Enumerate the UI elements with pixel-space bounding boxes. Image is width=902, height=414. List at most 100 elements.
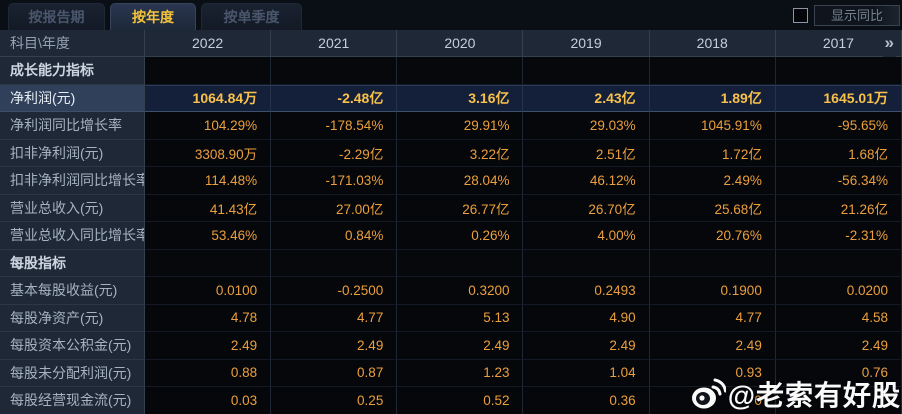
tab-report-period[interactable]: 按报告期 bbox=[8, 3, 105, 30]
more-columns-icon[interactable]: » bbox=[882, 30, 896, 57]
section-header-row[interactable]: 每股指标 bbox=[0, 249, 902, 277]
table-row[interactable]: 每股资本公积金(元) 2.49 2.49 2.49 2.49 2.49 2.49 bbox=[0, 332, 902, 360]
value-cell: 1.68亿 bbox=[775, 139, 902, 167]
value-cell: -171.03% bbox=[271, 167, 398, 195]
value-cell: 4.90 bbox=[523, 304, 650, 332]
value-cell bbox=[775, 249, 902, 277]
table-row[interactable]: 每股经营现金流(元) 0.03 0.25 0.52 0.36 0 bbox=[0, 387, 902, 414]
value-cell bbox=[523, 57, 650, 85]
row-label: 扣非净利润同比增长率 bbox=[0, 167, 145, 195]
value-cell: 0.0200 bbox=[775, 277, 902, 305]
value-cell: 0.87 bbox=[271, 359, 398, 387]
row-label: 扣非净利润(元) bbox=[0, 139, 145, 167]
row-label: 基本每股收益(元) bbox=[0, 277, 145, 305]
value-cell: 0.26% bbox=[397, 222, 524, 250]
value-cell: 0.0100 bbox=[145, 277, 272, 305]
header-year-2020[interactable]: 2020 bbox=[397, 30, 524, 57]
show-yoy-checkbox[interactable] bbox=[793, 8, 808, 23]
value-cell: 4.77 bbox=[271, 304, 398, 332]
value-cell bbox=[649, 249, 776, 277]
value-cell: 1.04 bbox=[523, 359, 650, 387]
value-cell: 2.49 bbox=[397, 332, 524, 360]
value-cell: 0.76 bbox=[775, 359, 902, 387]
value-cell: 0.1900 bbox=[649, 277, 776, 305]
value-cell: 2.43亿 bbox=[523, 84, 650, 112]
table-row[interactable]: 扣非净利润同比增长率 114.48% -171.03% 28.04% 46.12% 2.4… bbox=[0, 167, 902, 195]
value-cell: 29.91% bbox=[397, 112, 524, 140]
value-cell: 41.43亿 bbox=[145, 194, 272, 222]
table-row[interactable]: 净利润(元) 1064.84万 -2.48亿 3.16亿 2.43亿 1.89亿 1645.… bbox=[0, 84, 902, 112]
value-cell: 1.72亿 bbox=[649, 139, 776, 167]
row-label: 每股未分配利润(元) bbox=[0, 359, 145, 387]
table-row[interactable]: 每股未分配利润(元) 0.88 0.87 1.23 1.04 0.93 0.76 bbox=[0, 359, 902, 387]
table-row[interactable]: 每股净资产(元) 4.78 4.77 5.13 4.90 4.77 4.58 bbox=[0, 304, 902, 332]
value-cell: 1.89亿 bbox=[649, 84, 776, 112]
value-cell: 1045.91% bbox=[649, 112, 776, 140]
value-cell: 28.04% bbox=[397, 167, 524, 195]
header-year-2019[interactable]: 2019 bbox=[523, 30, 650, 57]
value-cell: 53.46% bbox=[145, 222, 272, 250]
row-label: 成长能力指标 bbox=[0, 57, 145, 85]
value-cell: 2.49% bbox=[649, 167, 776, 195]
table-row[interactable]: 营业总收入同比增长率 53.46% 0.84% 0.26% 4.00% 20.76% -2.… bbox=[0, 222, 902, 250]
header-subject-year: 科目\年度 bbox=[0, 30, 145, 57]
value-cell: 4.78 bbox=[145, 304, 272, 332]
header-year-2018[interactable]: 2018 bbox=[649, 30, 776, 57]
tab-quarter[interactable]: 按单季度 bbox=[201, 3, 302, 30]
header-year-2022[interactable]: 2022 bbox=[145, 30, 272, 57]
value-cell: 0.88 bbox=[145, 359, 272, 387]
value-cell: 114.48% bbox=[145, 167, 272, 195]
row-label: 每股净资产(元) bbox=[0, 304, 145, 332]
value-cell: 27.00亿 bbox=[271, 194, 398, 222]
table-header-row: 科目\年度 2022 2021 2020 2019 2018 2017 » bbox=[0, 30, 902, 57]
value-cell: 2.49 bbox=[649, 332, 776, 360]
show-yoy-label[interactable]: 显示同比 bbox=[814, 5, 900, 26]
value-cell: -178.54% bbox=[271, 112, 398, 140]
value-cell: 0.36 bbox=[523, 387, 650, 414]
value-cell: -56.34% bbox=[775, 167, 902, 195]
value-cell: 1.23 bbox=[397, 359, 524, 387]
value-cell: -0.2500 bbox=[271, 277, 398, 305]
value-cell: 29.03% bbox=[523, 112, 650, 140]
value-cell bbox=[145, 57, 272, 85]
value-cell: 26.77亿 bbox=[397, 194, 524, 222]
value-cell: -95.65% bbox=[775, 112, 902, 140]
header-year-2021[interactable]: 2021 bbox=[271, 30, 398, 57]
table-row[interactable]: 营业总收入(元) 41.43亿 27.00亿 26.77亿 26.70亿 25.68亿 21… bbox=[0, 194, 902, 222]
value-cell bbox=[271, 249, 398, 277]
value-cell: 25.68亿 bbox=[649, 194, 776, 222]
value-cell: -2.31% bbox=[775, 222, 902, 250]
table-row[interactable]: 净利润同比增长率 104.29% -178.54% 29.91% 29.03% 1045.… bbox=[0, 112, 902, 140]
yoy-controls: 显示同比 bbox=[793, 5, 900, 26]
value-cell: 1064.84万 bbox=[145, 84, 272, 112]
value-cell: 4.00% bbox=[523, 222, 650, 250]
section-header-row[interactable]: 成长能力指标 bbox=[0, 57, 902, 85]
value-cell: 3.22亿 bbox=[397, 139, 524, 167]
value-cell: 0.03 bbox=[145, 387, 272, 414]
value-cell: 26.70亿 bbox=[523, 194, 650, 222]
value-cell: 2.49 bbox=[775, 332, 902, 360]
row-label: 净利润(元) bbox=[0, 84, 145, 112]
table-row[interactable]: 基本每股收益(元) 0.0100 -0.2500 0.3200 0.2493 0.1900… bbox=[0, 277, 902, 305]
tab-annual[interactable]: 按年度 bbox=[110, 3, 196, 30]
value-cell bbox=[775, 387, 902, 414]
value-cell bbox=[397, 57, 524, 85]
value-cell: 4.58 bbox=[775, 304, 902, 332]
header-year-2017[interactable]: 2017 bbox=[775, 30, 902, 57]
table-row[interactable]: 扣非净利润(元) 3308.90万 -2.29亿 3.22亿 2.51亿 1.72亿 1.6… bbox=[0, 139, 902, 167]
table-body: 成长能力指标 净利润(元) 1064.84万 -2.48亿 3.16亿 2.43亿 1.89… bbox=[0, 57, 902, 414]
value-cell bbox=[523, 249, 650, 277]
value-cell: 20.76% bbox=[649, 222, 776, 250]
value-cell: 0.93 bbox=[649, 359, 776, 387]
value-cell: 0.3200 bbox=[397, 277, 524, 305]
value-cell bbox=[775, 57, 902, 85]
value-cell: 104.29% bbox=[145, 112, 272, 140]
value-cell: 0.25 bbox=[271, 387, 398, 414]
value-cell: 3308.90万 bbox=[145, 139, 272, 167]
row-label: 净利润同比增长率 bbox=[0, 112, 145, 140]
value-cell: 2.51亿 bbox=[523, 139, 650, 167]
value-cell: 2.49 bbox=[145, 332, 272, 360]
row-label: 每股资本公积金(元) bbox=[0, 332, 145, 360]
financial-table: 科目\年度 2022 2021 2020 2019 2018 2017 » 成长… bbox=[0, 30, 902, 414]
